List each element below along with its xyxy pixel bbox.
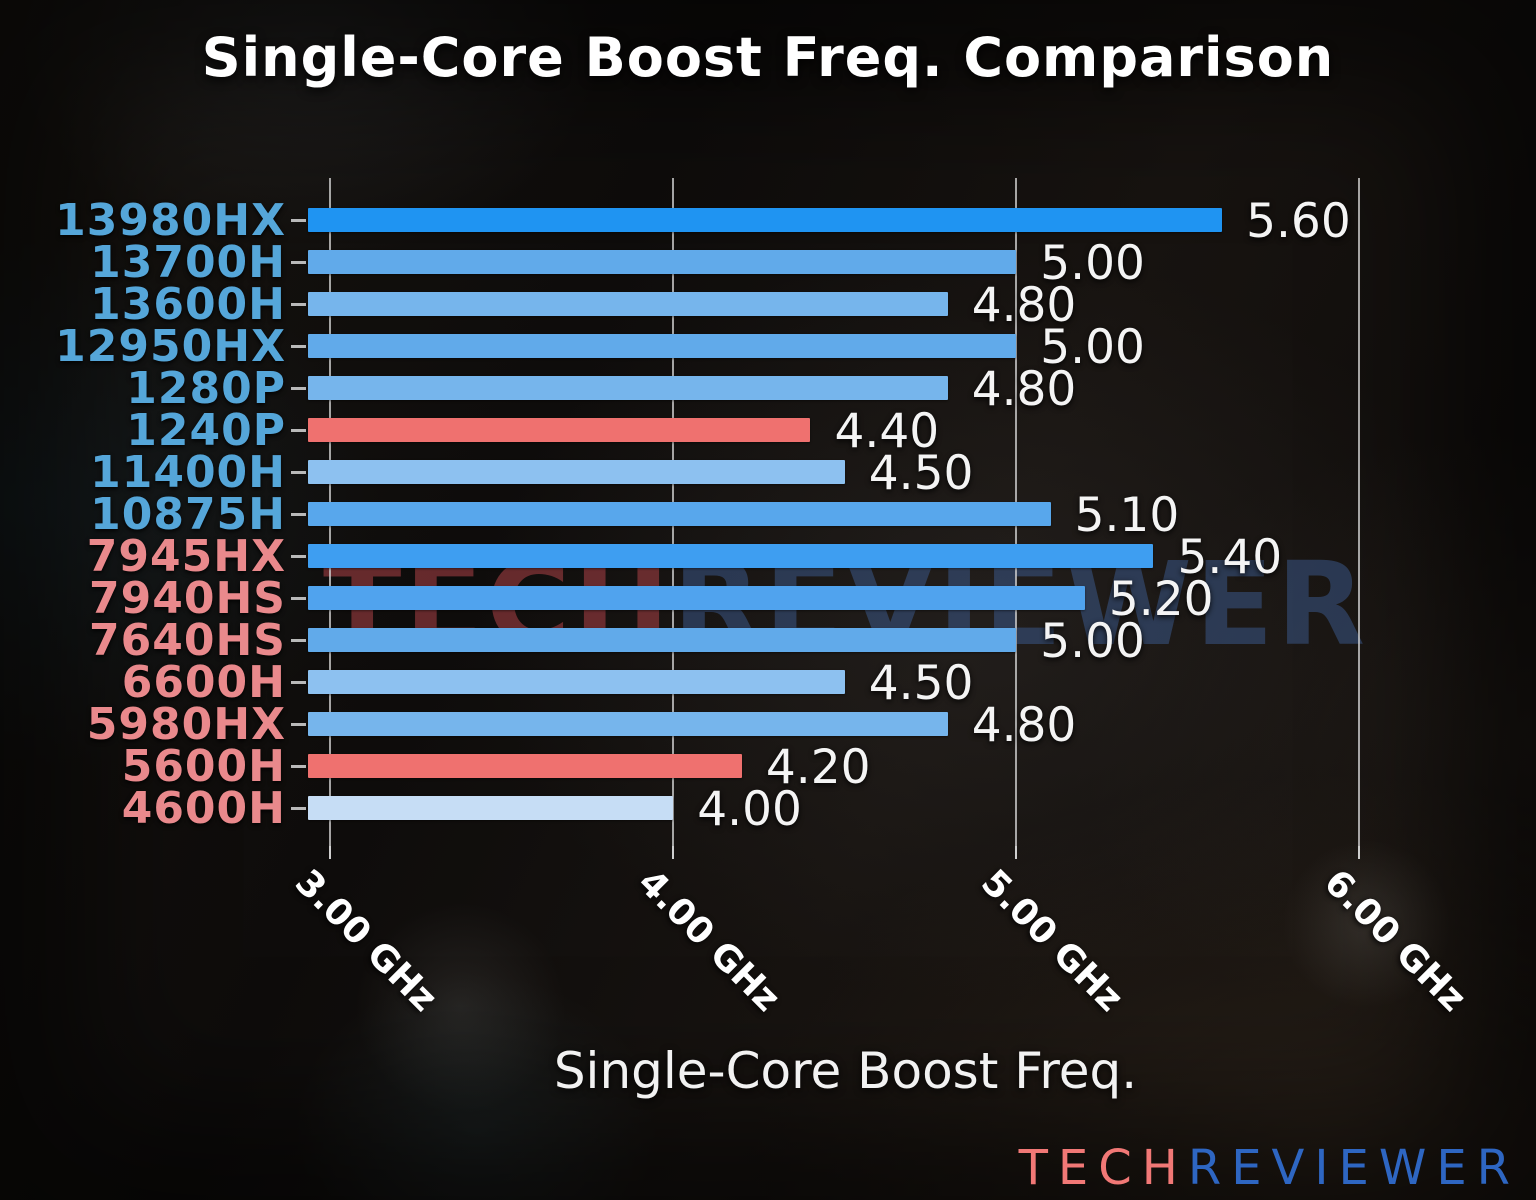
y-label-11400H: 11400H xyxy=(90,447,286,498)
bar-4600H xyxy=(308,796,674,820)
value-label-5600H: 4.20 xyxy=(765,740,871,795)
y-label-6600H: 6600H xyxy=(121,657,286,708)
bar-13700H xyxy=(308,250,1017,274)
y-tick-7640HS xyxy=(291,639,306,642)
brand-logo: TECHREVIEWER xyxy=(1019,1144,1520,1192)
bar-1280P xyxy=(308,376,948,400)
y-label-12950HX: 12950HX xyxy=(55,321,286,372)
y-label-13600H: 13600H xyxy=(90,279,286,330)
y-tick-13700H xyxy=(291,261,306,264)
y-label-13700H: 13700H xyxy=(90,237,286,288)
bar-13980HX xyxy=(308,208,1223,232)
y-label-7940HS: 7940HS xyxy=(89,573,286,624)
value-label-6600H: 4.50 xyxy=(868,656,974,711)
y-label-1240P: 1240P xyxy=(126,405,286,456)
bar-5980HX xyxy=(308,712,948,736)
y-tick-7940HS xyxy=(291,597,306,600)
y-label-1280P: 1280P xyxy=(126,363,286,414)
brand-logo-tech: TECH xyxy=(1018,1140,1188,1196)
y-label-5600H: 5600H xyxy=(121,741,286,792)
y-label-7640HS: 7640HS xyxy=(89,615,286,666)
value-label-7945HX: 5.40 xyxy=(1177,530,1283,585)
bar-13600H xyxy=(308,292,948,316)
bar-5600H xyxy=(308,754,742,778)
gridline-6.00 GHz xyxy=(1358,178,1361,846)
value-label-10875H: 5.10 xyxy=(1074,488,1180,543)
bar-7945HX xyxy=(308,544,1154,568)
y-tick-5600H xyxy=(291,765,306,768)
y-label-7945HX: 7945HX xyxy=(86,531,286,582)
y-tick-4600H xyxy=(291,807,306,810)
x-tick-5.00 GHz xyxy=(1015,846,1018,859)
x-tick-label-5.00 GHz: 5.00 GHz xyxy=(973,862,1131,1020)
value-label-13980HX: 5.60 xyxy=(1246,194,1351,249)
x-tick-6.00 GHz xyxy=(1358,846,1361,859)
value-label-7940HS: 5.20 xyxy=(1108,572,1214,627)
x-tick-4.00 GHz xyxy=(672,846,675,859)
x-tick-3.00 GHz xyxy=(329,846,332,859)
value-label-13600H: 4.80 xyxy=(971,278,1077,333)
chart-title: Single-Core Boost Freq. Comparison xyxy=(201,26,1335,89)
y-label-10875H: 10875H xyxy=(90,489,286,540)
y-label-13980HX: 13980HX xyxy=(55,195,286,246)
y-label-4600H: 4600H xyxy=(121,783,286,834)
y-tick-13600H xyxy=(291,303,306,306)
x-tick-label-3.00 GHz: 3.00 GHz xyxy=(287,862,445,1020)
brand-logo-reviewer: REVIEWER xyxy=(1187,1140,1520,1196)
bar-6600H xyxy=(308,670,845,694)
y-tick-6600H xyxy=(291,681,306,684)
value-label-5980HX: 4.80 xyxy=(971,698,1077,753)
value-label-11400H: 4.50 xyxy=(868,446,974,501)
bar-7940HS xyxy=(308,586,1085,610)
x-tick-label-4.00 GHz: 4.00 GHz xyxy=(630,862,788,1020)
y-tick-12950HX xyxy=(291,345,306,348)
y-tick-7945HX xyxy=(291,555,306,558)
y-label-5980HX: 5980HX xyxy=(86,699,286,750)
value-label-4600H: 4.00 xyxy=(697,782,802,837)
x-tick-label-6.00 GHz: 6.00 GHz xyxy=(1316,862,1474,1020)
bar-7640HS xyxy=(308,628,1017,652)
value-label-7640HS: 5.00 xyxy=(1040,614,1145,669)
bar-12950HX xyxy=(308,334,1017,358)
x-axis-title: Single-Core Boost Freq. xyxy=(553,1042,1138,1100)
bar-11400H xyxy=(308,460,845,484)
y-tick-13980HX xyxy=(291,219,306,222)
y-tick-1240P xyxy=(291,429,306,432)
bar-1240P xyxy=(308,418,811,442)
value-label-1240P: 4.40 xyxy=(834,404,940,459)
y-tick-11400H xyxy=(291,471,306,474)
value-label-13700H: 5.00 xyxy=(1040,236,1145,291)
bar-10875H xyxy=(308,502,1051,526)
value-label-1280P: 4.80 xyxy=(971,362,1077,417)
y-tick-1280P xyxy=(291,387,306,390)
y-tick-5980HX xyxy=(291,723,306,726)
value-label-12950HX: 5.00 xyxy=(1040,320,1145,375)
y-tick-10875H xyxy=(291,513,306,516)
